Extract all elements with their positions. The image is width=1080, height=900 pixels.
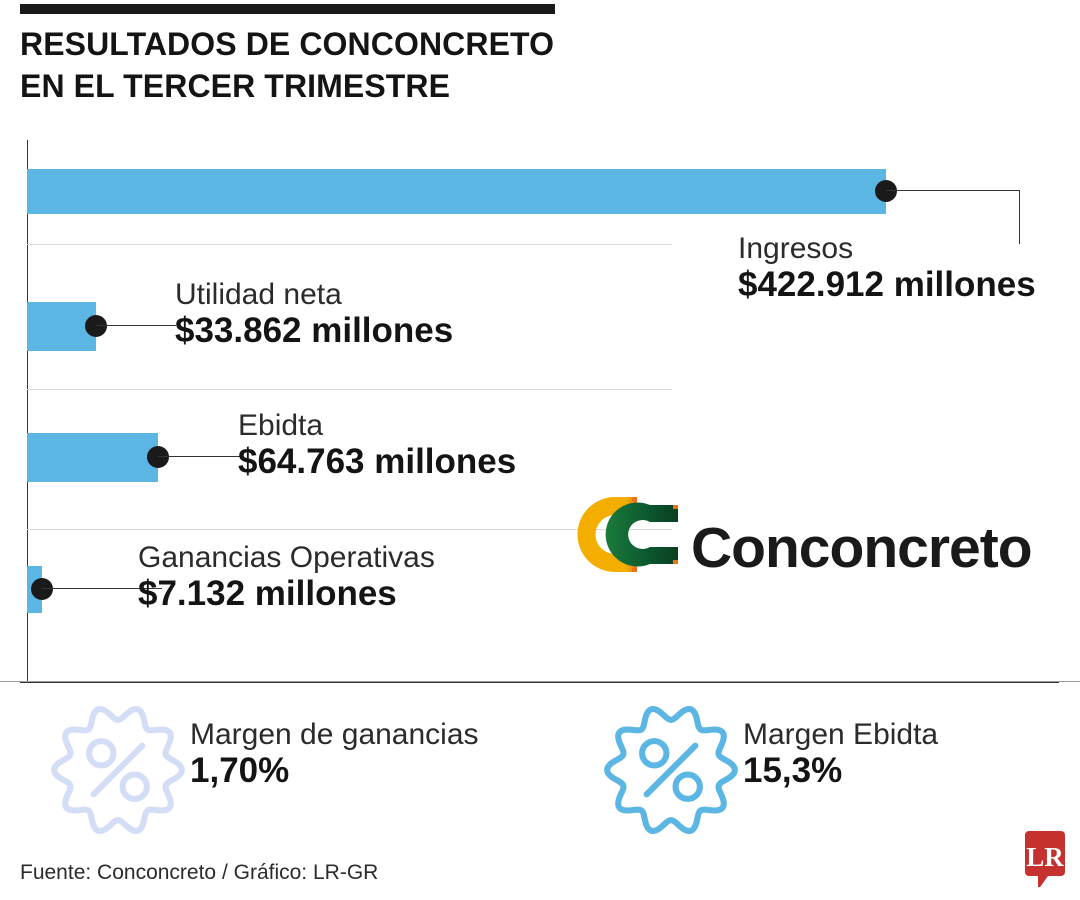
svg-text:Conconcreto: Conconcreto [691,516,1032,580]
svg-text:LR: LR [1026,842,1064,872]
